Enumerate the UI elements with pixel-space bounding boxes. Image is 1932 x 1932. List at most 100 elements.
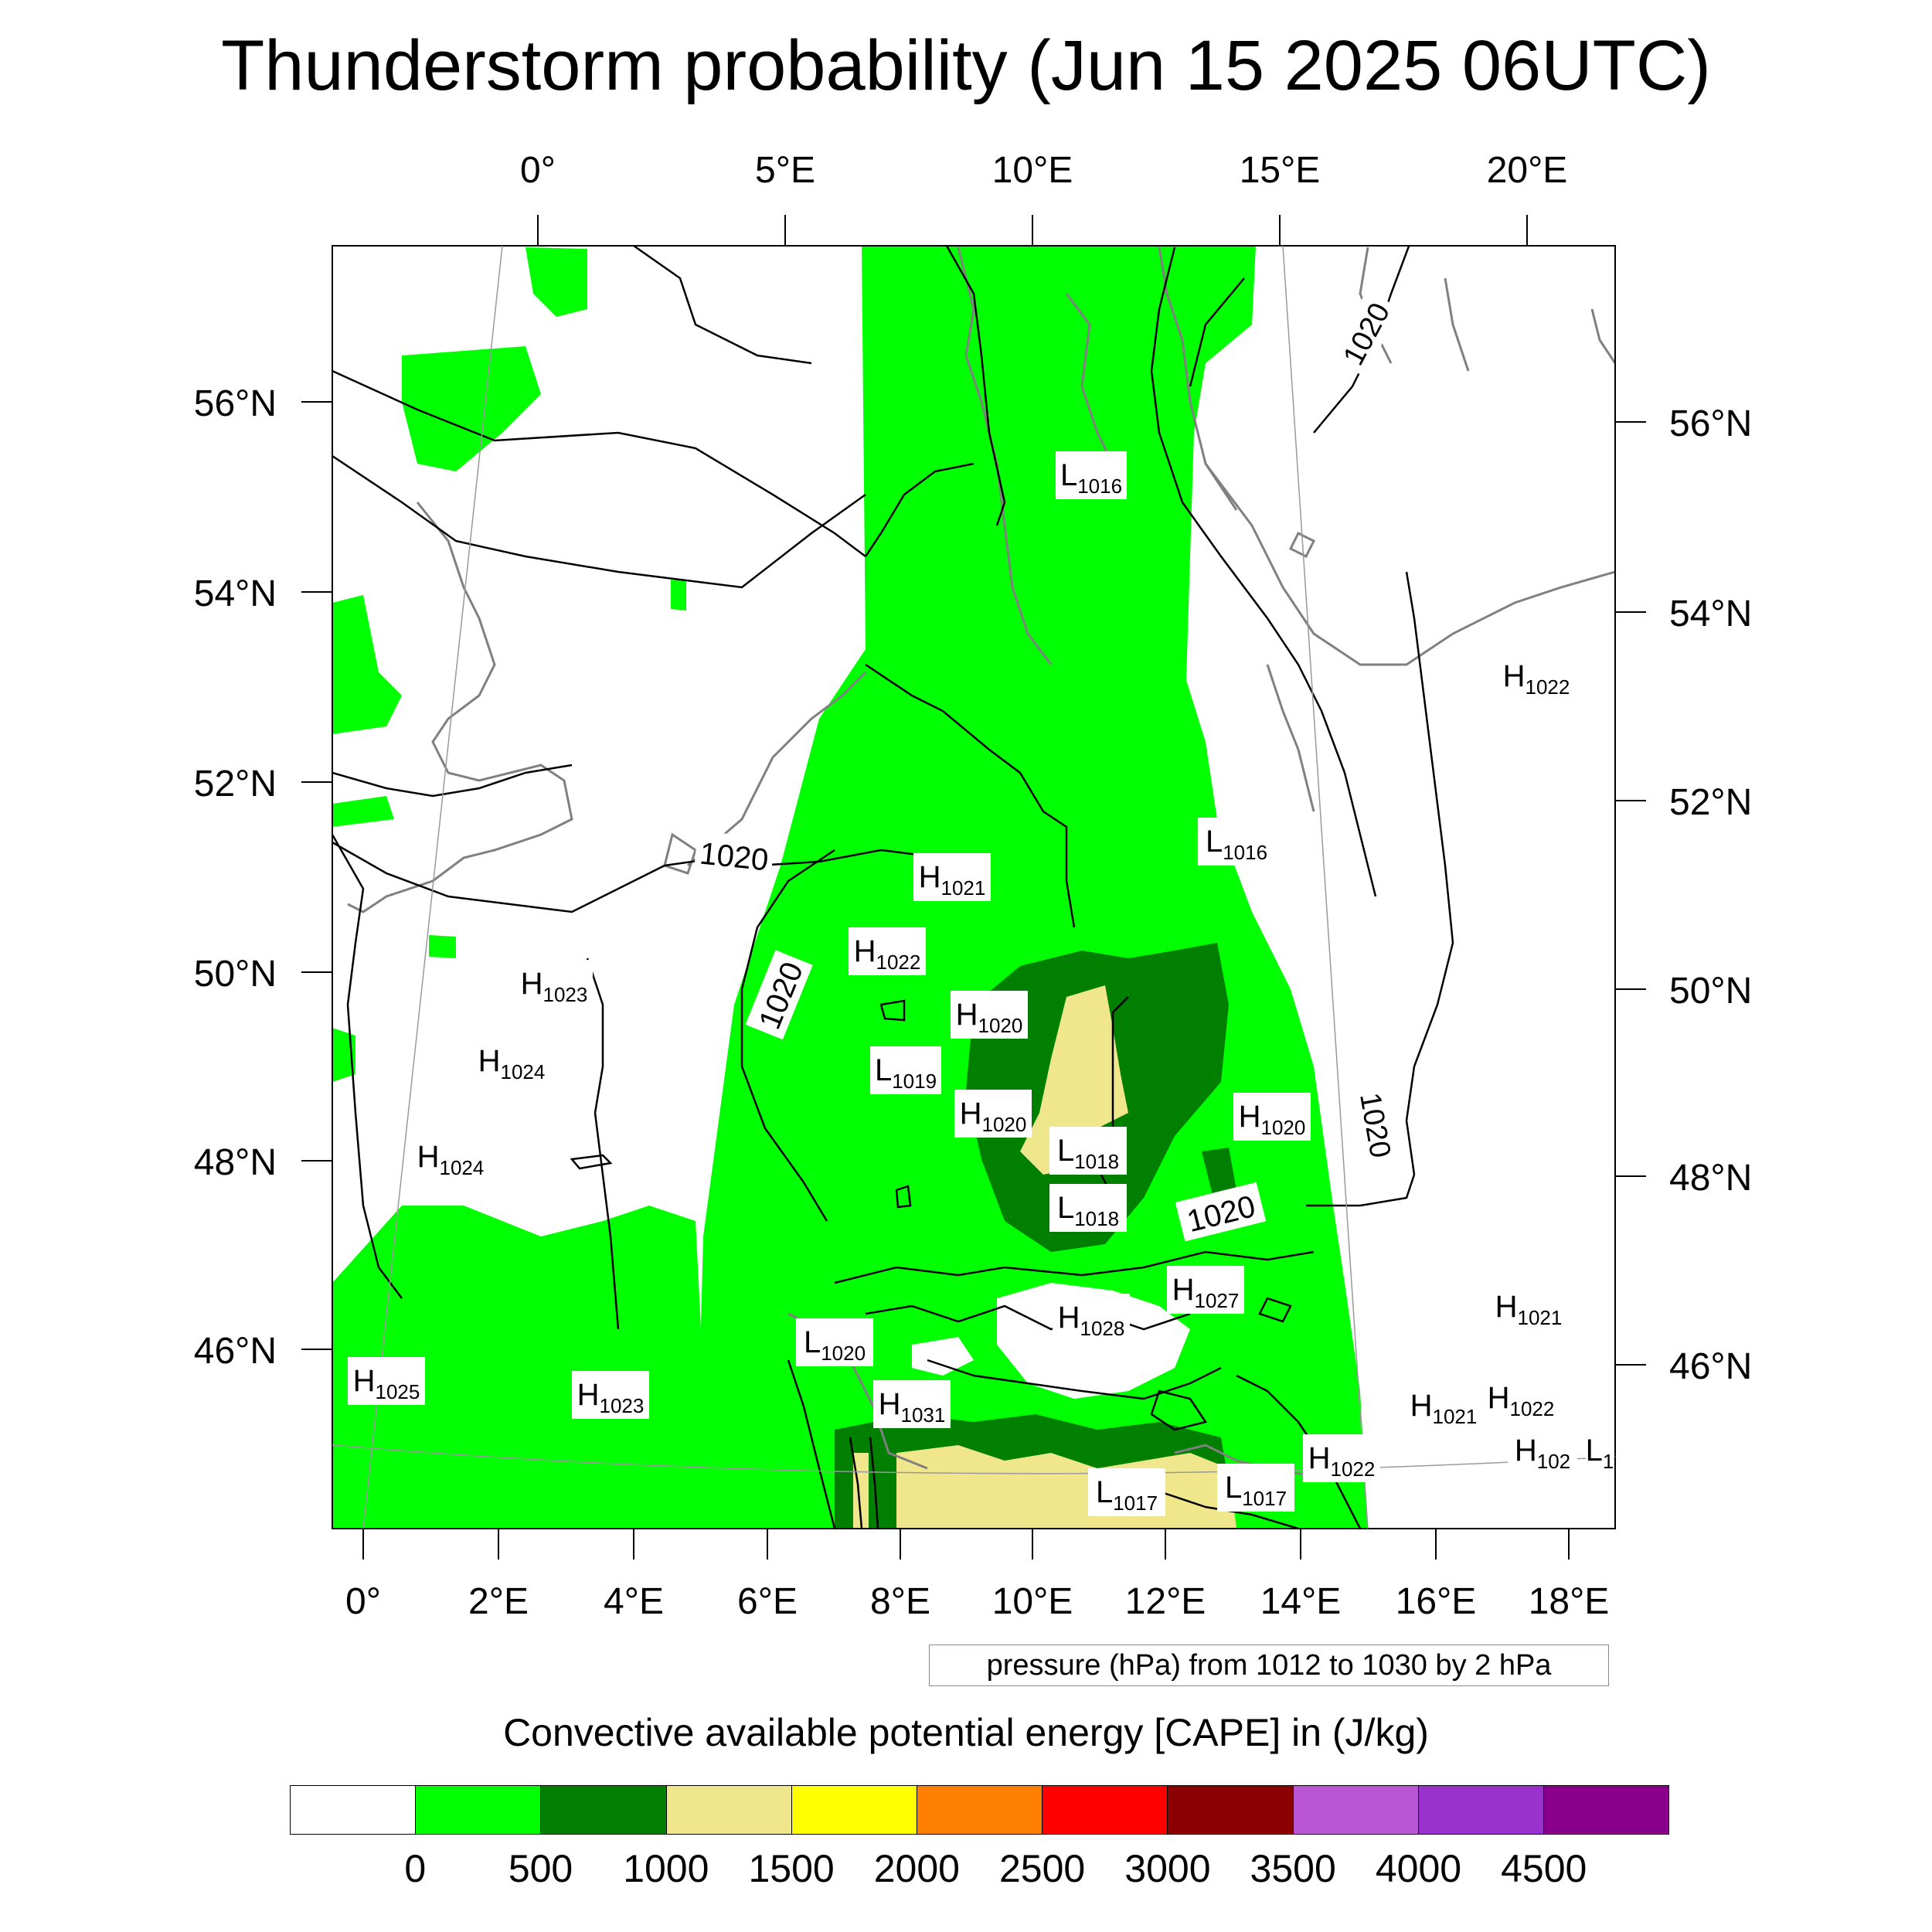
left-lat-label: 52°N: [194, 764, 277, 804]
left-lat-label: 54°N: [194, 573, 277, 614]
high-pressure-center: H1021: [1405, 1382, 1482, 1430]
colorbar-tick-label: 4000: [1375, 1847, 1462, 1890]
high-pressure-center: H1021: [1490, 1283, 1567, 1331]
high-pressure-center: H1020: [1233, 1093, 1311, 1141]
low-pressure-center: L1019: [870, 1046, 941, 1094]
axis-ticks: [301, 215, 1646, 1560]
colorbar-tick-label: 3000: [1124, 1847, 1211, 1890]
high-pressure-center: H1025: [348, 1357, 425, 1405]
left-lat-label: 48°N: [194, 1142, 277, 1183]
bottom-lon-label: 8°E: [870, 1581, 930, 1622]
pressure-centers: L1016 H1022 L1016 H1021 H1022 H1023 H1020 H1024…: [348, 451, 1614, 1516]
pressure-center-label: H1028: [1058, 1301, 1125, 1340]
top-lon-label: 0°: [520, 150, 556, 191]
bottom-lon-label: 10°E: [992, 1581, 1073, 1622]
top-lon-label: 5°E: [755, 150, 815, 191]
high-pressure-center: H1022: [849, 927, 926, 975]
high-pressure-center: H1023: [572, 1371, 649, 1419]
pressure-center-label: H1022: [1488, 1381, 1555, 1420]
high-pressure-center: H1027: [1167, 1266, 1244, 1314]
pressure-center-label: H1027: [1172, 1273, 1240, 1312]
colorbar-swatch: [1543, 1786, 1669, 1834]
pressure-center-label: H1020: [1239, 1100, 1306, 1139]
pressure-center-label: H1024: [478, 1044, 546, 1083]
colorbar-tick-label: 4500: [1501, 1847, 1587, 1890]
bottom-lon-label: 14°E: [1260, 1581, 1342, 1622]
low-pressure-center: L1017: [1217, 1464, 1294, 1512]
high-pressure-center: H1021: [913, 853, 991, 901]
isobar-label: 1020: [698, 836, 770, 877]
colorbar-swatch: [1418, 1786, 1544, 1834]
bottom-lon-label: 2°E: [468, 1581, 529, 1622]
bottom-lon-label: 6°E: [737, 1581, 798, 1622]
chart-title: Thunderstorm probability (Jun 15 2025 06…: [221, 26, 1711, 105]
bottom-lon-label: 4°E: [604, 1581, 664, 1622]
colorbar-tick-label: 2500: [999, 1847, 1086, 1890]
high-pressure-center: H1031: [873, 1380, 951, 1428]
map-frame: [332, 245, 1616, 1529]
colorbar-title: Convective available potential energy [C…: [503, 1711, 1429, 1754]
right-lat-label: 56°N: [1669, 403, 1752, 444]
colorbar-swatch: [917, 1786, 1043, 1834]
high-pressure-center: H1022: [1482, 1374, 1560, 1422]
top-lon-label: 10°E: [992, 150, 1073, 191]
high-pressure-center: H1028: [1053, 1294, 1130, 1342]
colorbar-swatch: [1168, 1786, 1294, 1834]
colorbar-tick-label: 2000: [873, 1847, 960, 1890]
low-pressure-center: L1016: [1198, 818, 1275, 866]
high-pressure-center: H1022: [1303, 1434, 1380, 1482]
pressure-center-label: L1019: [875, 1053, 937, 1093]
right-lat-label: 54°N: [1669, 594, 1752, 634]
colorbar-swatch: [1043, 1786, 1168, 1834]
right-lat-label: 48°N: [1669, 1158, 1752, 1199]
colorbar-tick-label: 1500: [748, 1847, 835, 1890]
right-lat-label: 46°N: [1669, 1346, 1752, 1387]
pressure-center-label: H1031: [879, 1387, 946, 1427]
right-latitude-labels: 56°N 54°N 52°N 50°N 48°N 46°N: [1669, 403, 1752, 1387]
pressure-center-label: H1020: [956, 998, 1023, 1037]
top-longitude-labels: 0° 5°E 10°E 15°E 20°E: [520, 150, 1567, 191]
low-pressure-center: L1016: [1056, 451, 1127, 499]
high-pressure-center: H1022: [1498, 652, 1575, 700]
pressure-center-label: H1023: [577, 1378, 645, 1417]
bottom-lon-label: 16°E: [1396, 1581, 1477, 1622]
pressure-center-label: H1022: [854, 934, 921, 974]
high-pressure-center: H1023: [515, 960, 593, 1008]
low-pressure-center: L1018: [1049, 1184, 1127, 1232]
colorbar-swatch: [416, 1786, 542, 1834]
pressure-center-label: L1017: [1096, 1475, 1158, 1515]
bottom-lon-label: 12°E: [1125, 1581, 1206, 1622]
colorbar-swatch: [291, 1786, 417, 1834]
colorbar-swatch: [666, 1786, 792, 1834]
bottom-longitude-labels: 0° 2°E 4°E 6°E 8°E 10°E 12°E 14°E 16°E 1…: [345, 1581, 1609, 1622]
colorbar: [290, 1785, 1669, 1835]
high-pressure-center: H1024: [473, 1037, 550, 1085]
bottom-lon-label: 18°E: [1529, 1581, 1610, 1622]
pressure-center-label: H1021: [1410, 1389, 1478, 1428]
colorbar-tick-label: 0: [404, 1847, 427, 1890]
pressure-center-label: H1022: [1503, 659, 1570, 699]
pressure-center-label: L1018: [1057, 1134, 1119, 1173]
pressure-center-label: H1021: [1495, 1290, 1563, 1329]
low-pressure-center: L1018: [1049, 1127, 1127, 1175]
right-lat-label: 52°N: [1669, 782, 1752, 823]
left-lat-label: 46°N: [194, 1331, 277, 1372]
low-pressure-center: L1020: [796, 1318, 873, 1366]
high-pressure-center: H1024: [412, 1133, 489, 1181]
colorbar-tick-label: 500: [508, 1847, 573, 1890]
pressure-center-label: L1016: [1060, 458, 1122, 498]
top-lon-label: 20°E: [1487, 150, 1568, 191]
pressure-center-label: L1020: [804, 1325, 866, 1365]
pressure-center-label: H1022: [1308, 1441, 1376, 1481]
high-pressure-center: H102: [1508, 1427, 1577, 1475]
high-pressure-center: H1020: [954, 1090, 1032, 1138]
colorbar-tick-label: 1000: [623, 1847, 709, 1890]
pressure-center-label: H1021: [919, 860, 986, 900]
pressure-center-label: L1017: [1225, 1471, 1287, 1510]
low-pressure-center: L1: [1586, 1427, 1614, 1475]
bottom-lon-label: 0°: [345, 1581, 381, 1622]
high-pressure-center: H1020: [951, 991, 1028, 1039]
colorbar-swatch: [541, 1786, 667, 1834]
pressure-center-label: H1024: [417, 1140, 485, 1179]
contour-info-box: pressure (hPa) from 1012 to 1030 by 2 hP…: [929, 1645, 1609, 1686]
